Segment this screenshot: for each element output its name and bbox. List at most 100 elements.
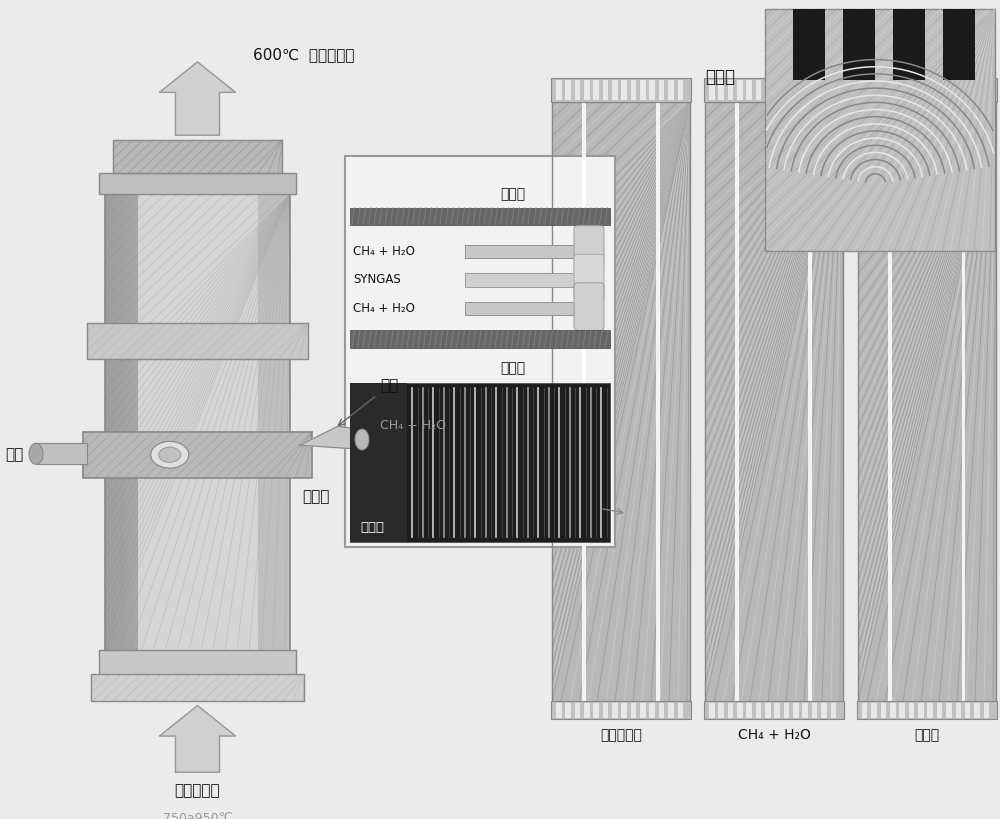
Bar <box>831 80 836 100</box>
Bar <box>774 703 780 718</box>
Bar <box>552 102 690 702</box>
Text: CH₄ + H₂O: CH₄ + H₂O <box>353 245 415 258</box>
Bar <box>965 703 970 718</box>
Bar <box>909 80 914 100</box>
Bar <box>659 703 664 718</box>
Bar <box>465 274 586 287</box>
Bar <box>718 703 724 718</box>
Bar <box>709 703 714 718</box>
Bar <box>584 80 590 100</box>
Text: SYNGAS: SYNGAS <box>353 274 401 287</box>
Bar <box>575 80 580 100</box>
Bar <box>105 194 109 651</box>
Bar <box>943 8 975 80</box>
Text: 合成气: 合成气 <box>302 489 329 504</box>
Bar <box>871 703 877 718</box>
Text: 热传递流体: 热传递流体 <box>175 784 220 799</box>
Bar <box>582 102 586 702</box>
Bar <box>603 703 608 718</box>
Bar <box>812 703 817 718</box>
FancyBboxPatch shape <box>574 254 604 302</box>
Bar <box>593 703 599 718</box>
Bar <box>746 80 752 100</box>
Bar <box>575 703 580 718</box>
Bar <box>612 703 618 718</box>
Bar <box>808 102 812 702</box>
Bar <box>668 80 674 100</box>
Bar <box>668 703 674 718</box>
Bar <box>113 194 117 651</box>
Bar <box>937 703 942 718</box>
Bar <box>705 102 843 702</box>
Bar <box>909 703 914 718</box>
Text: 热传递: 热传递 <box>500 188 525 201</box>
Text: 750a950℃: 750a950℃ <box>163 812 232 819</box>
Text: 反向点: 反向点 <box>360 521 384 534</box>
Bar <box>350 382 407 542</box>
Bar <box>737 703 743 718</box>
Bar <box>831 703 836 718</box>
Bar <box>862 703 867 718</box>
Bar <box>678 80 683 100</box>
Bar <box>793 703 799 718</box>
Bar <box>350 207 610 224</box>
Bar <box>857 701 997 719</box>
Bar <box>117 194 122 651</box>
Bar <box>965 80 970 100</box>
Bar <box>881 80 886 100</box>
Bar <box>946 80 952 100</box>
Bar <box>927 80 933 100</box>
Bar <box>709 80 714 100</box>
Bar <box>99 650 296 675</box>
Text: 热传递: 热传递 <box>500 361 525 375</box>
Bar <box>974 703 980 718</box>
Bar <box>130 194 134 651</box>
Bar <box>890 80 896 100</box>
Bar <box>631 703 636 718</box>
Bar <box>258 194 290 651</box>
Bar <box>91 674 304 701</box>
Bar <box>728 80 733 100</box>
Bar <box>737 80 743 100</box>
Bar <box>871 80 877 100</box>
Bar <box>793 80 799 100</box>
Text: 合成气: 合成气 <box>914 728 940 742</box>
Bar <box>802 80 808 100</box>
Bar <box>556 80 562 100</box>
Bar <box>345 156 615 546</box>
Bar <box>857 78 997 102</box>
Bar <box>812 80 817 100</box>
Bar <box>649 703 655 718</box>
Bar <box>765 80 771 100</box>
Ellipse shape <box>151 441 189 468</box>
Bar <box>678 703 683 718</box>
Bar <box>937 80 942 100</box>
Text: 歧管: 歧管 <box>338 378 398 425</box>
Text: 600℃  热传递流体: 600℃ 热传递流体 <box>253 47 354 61</box>
FancyBboxPatch shape <box>574 283 604 330</box>
Text: CH₄ + H₂O: CH₄ + H₂O <box>353 302 415 315</box>
Bar <box>109 194 113 651</box>
Bar <box>87 323 308 359</box>
Bar <box>704 701 844 719</box>
Bar <box>946 703 952 718</box>
Bar <box>105 194 290 651</box>
Bar <box>621 703 627 718</box>
Bar <box>718 80 724 100</box>
Bar <box>890 703 896 718</box>
Bar <box>621 80 627 100</box>
Bar <box>603 80 608 100</box>
Bar <box>656 102 660 702</box>
Bar <box>881 703 886 718</box>
Bar <box>735 102 739 702</box>
Bar <box>565 703 571 718</box>
Bar <box>631 80 636 100</box>
Polygon shape <box>300 426 362 449</box>
Bar <box>584 703 590 718</box>
Bar <box>784 703 789 718</box>
Bar <box>927 703 933 718</box>
Bar <box>793 8 825 80</box>
Bar <box>640 80 646 100</box>
Bar <box>134 194 138 651</box>
Bar <box>843 8 875 80</box>
